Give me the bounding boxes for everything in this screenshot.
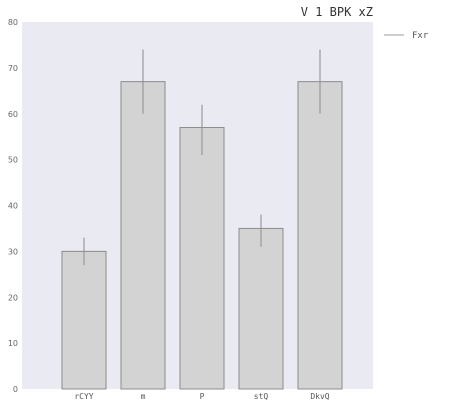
bar [179,127,225,390]
error-bars-group [83,49,321,266]
x-tick-label: P [200,392,205,401]
bar [120,81,166,390]
y-tick-label: 30 [8,247,18,256]
bar [61,250,107,390]
x-tick-label: DkvQ [310,392,329,401]
legend: Fxr [384,31,429,41]
x-tick-label: m [141,392,146,401]
bars-group [61,81,343,390]
bar [297,81,343,390]
y-tick-label: 70 [8,64,18,73]
y-axis-ticks: 0 10 20 30 40 50 60 70 80 [8,18,18,394]
y-tick-label: 80 [8,18,18,27]
y-tick-label: 20 [8,293,18,302]
y-tick-label: 40 [8,202,18,211]
y-tick-label: 0 [13,385,18,394]
y-tick-label: 50 [8,156,18,165]
legend-label: Fxr [412,31,429,41]
y-tick-label: 60 [8,110,18,119]
y-tick-label: 10 [8,339,18,348]
x-tick-label: stQ [254,392,269,401]
x-tick-label: rCYY [74,392,93,401]
bar [238,227,284,390]
chart-title: V 1 BPK xZ [301,5,373,19]
